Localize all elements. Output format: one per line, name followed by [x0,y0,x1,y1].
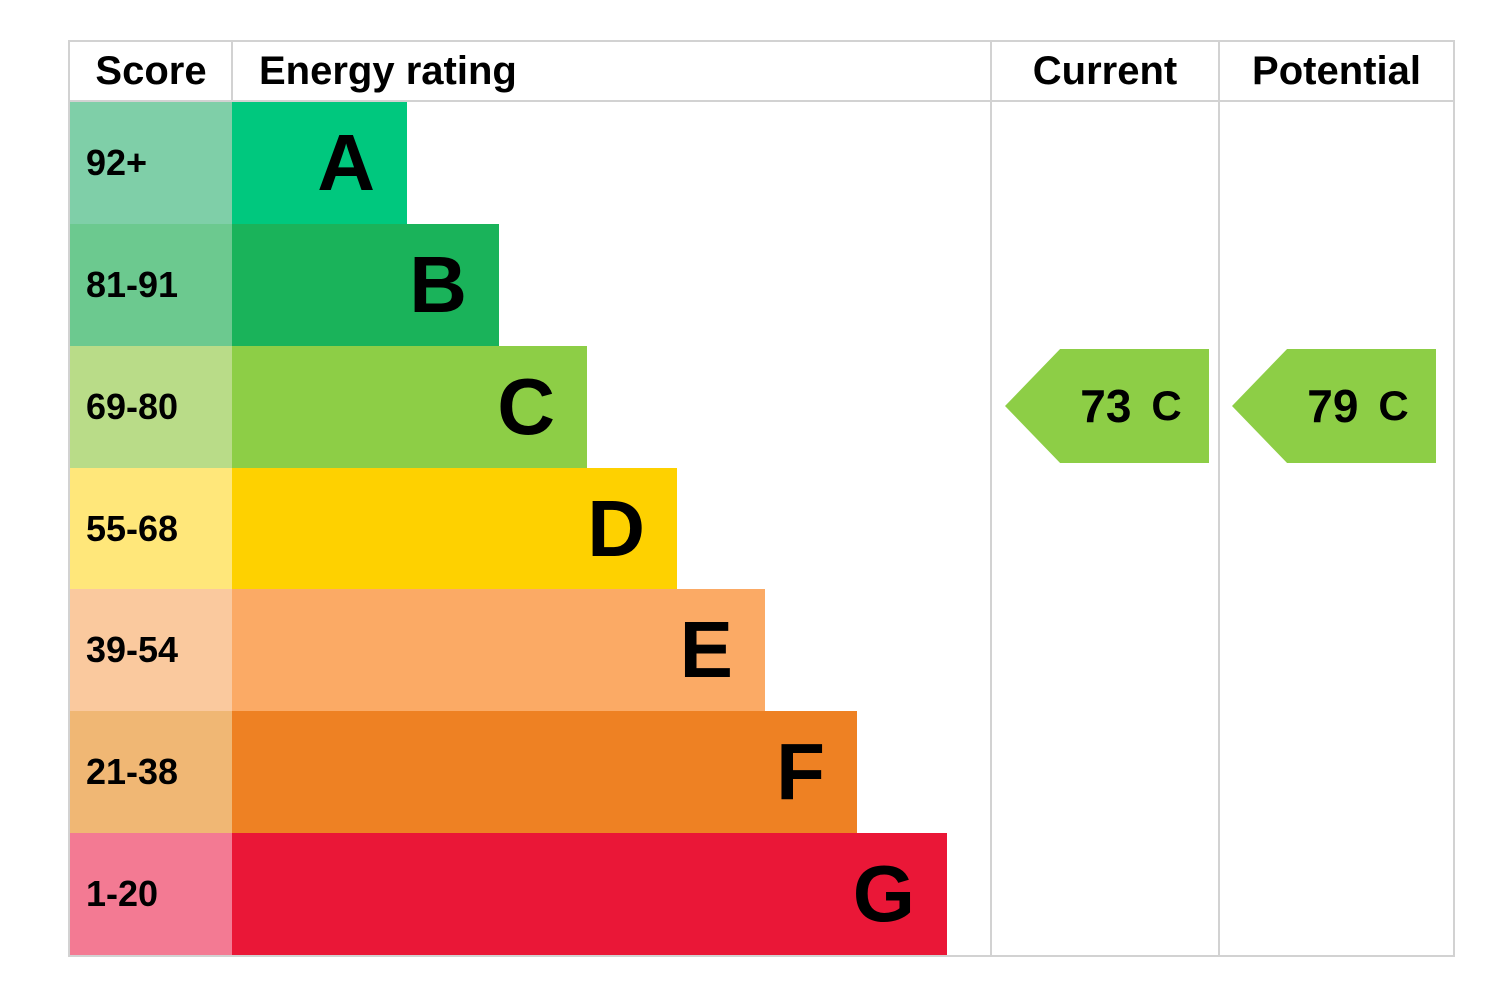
score-range-label: 39-54 [86,629,179,671]
band-bar-g: G [232,833,947,956]
band-bar-f: F [232,711,857,834]
score-range-label: 21-38 [86,751,179,793]
band-bar-b: B [232,223,499,346]
rating-row-g: 1-20 G [70,833,990,956]
rating-rows: 92+ A 81-91 B 69-80 C 55-68 [70,102,990,956]
potential-column-divider [1218,42,1220,955]
current-rating-value: 73 [1080,380,1132,432]
rating-row-b: 81-91 B [70,223,990,346]
current-rating-band: C [1151,382,1182,429]
score-range-label: 55-68 [86,507,179,549]
potential-rating-band: C [1378,382,1409,429]
rating-row-a: 92+ A [70,102,990,224]
score-range-label: 92+ [86,141,148,183]
rating-row-c: 69-80 C [70,345,990,468]
band-bar-c: C [232,345,587,468]
score-cell-g: 1-20 [70,833,232,956]
potential-column-header: Potential [1252,48,1421,93]
score-cell-d: 55-68 [70,467,232,590]
score-cell-e: 39-54 [70,589,232,712]
band-bar-a: A [232,102,407,224]
current-column-divider [990,42,992,955]
band-letter-e: E [679,605,733,695]
epc-rating-chart: Score Energy rating Current Potential 92… [68,40,1455,957]
potential-rating-value: 79 [1307,380,1359,432]
rating-row-d: 55-68 D [70,467,990,590]
potential-rating-arrow-icon: 79 C [1232,349,1436,463]
band-bar-d: D [232,467,677,590]
rating-row-f: 21-38 F [70,711,990,834]
band-letter-d: D [587,483,645,573]
score-cell-c: 69-80 [70,345,232,468]
score-range-label: 1-20 [86,873,159,915]
score-range-label: 81-91 [86,263,179,305]
energy-rating-column-header: Energy rating [259,48,517,93]
rating-row-e: 39-54 E [70,589,990,712]
score-cell-f: 21-38 [70,711,232,834]
band-letter-a: A [317,117,375,207]
band-letter-f: F [776,727,825,817]
band-letter-g: G [852,849,915,939]
band-letter-c: C [497,361,555,451]
current-rating-arrow-icon: 73 C [1005,349,1209,463]
score-cell-b: 81-91 [70,223,232,346]
score-column-header: Score [95,48,207,93]
band-bar-e: E [232,589,765,712]
score-column-divider [231,42,233,100]
score-range-label: 69-80 [86,385,179,427]
band-letter-b: B [409,239,467,329]
score-cell-a: 92+ [70,102,232,224]
current-column-header: Current [1032,48,1178,93]
table-header: Score Energy rating Current Potential [70,42,1453,102]
